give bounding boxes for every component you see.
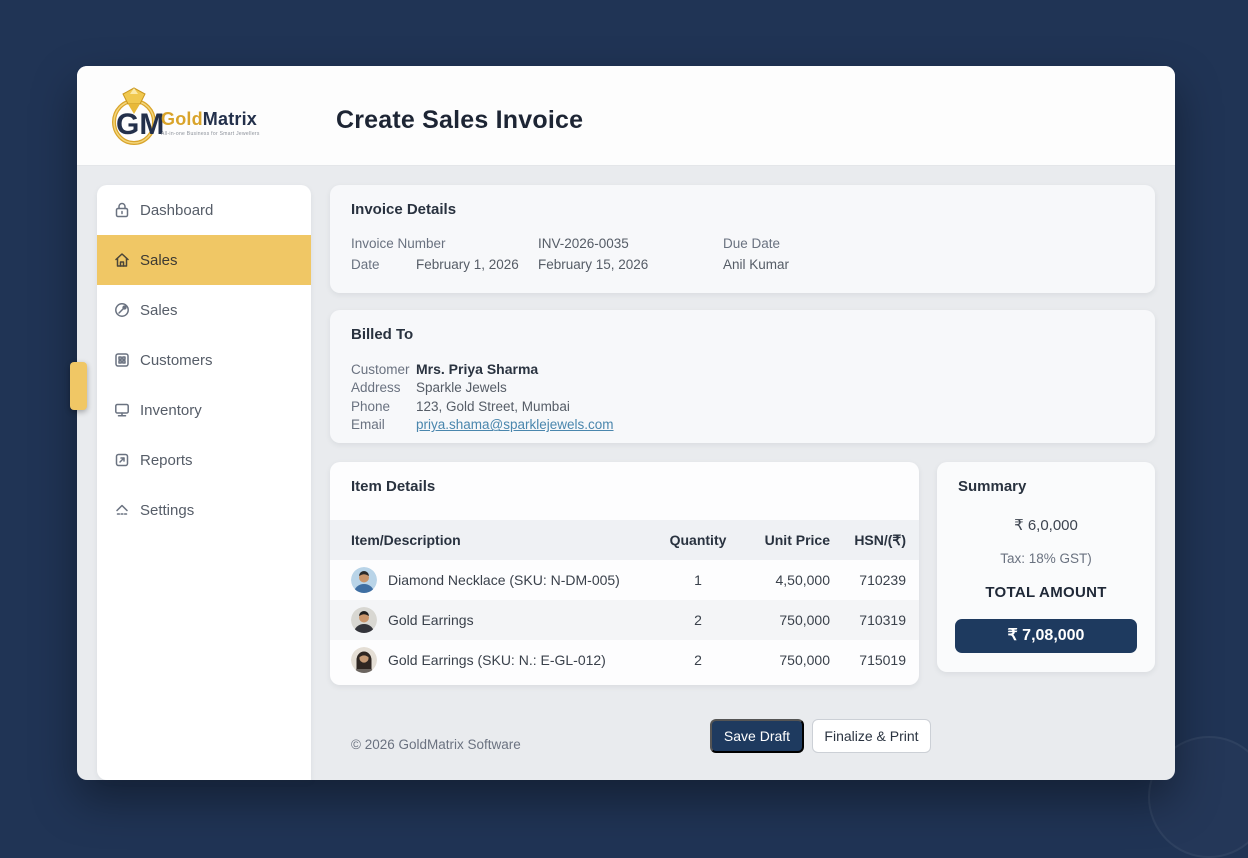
customer-label: Customer <box>351 361 410 377</box>
brand-logo: GM GoldMatrix All-in-one Business for Sm… <box>107 84 260 148</box>
sidebar-item-sales[interactable]: Sales <box>97 285 311 335</box>
phone-label: Phone <box>351 398 391 414</box>
item-description: Diamond Necklace (SKU: N-DM-005) <box>388 572 620 588</box>
grid-icon <box>115 353 129 367</box>
invoice-details-panel: Invoice Details Invoice Number INV-2026-… <box>330 185 1155 293</box>
layers-icon <box>116 504 128 515</box>
svg-text:GM: GM <box>116 108 164 141</box>
sidebar-item-label: Sales <box>140 251 178 269</box>
address-label: Address <box>351 380 401 396</box>
avatar <box>351 607 377 633</box>
item-cell: Diamond Necklace (SKU: N-DM-005) <box>351 567 658 593</box>
summary-tax: Tax: 18% GST) <box>1000 551 1092 566</box>
item-description: Gold Earrings (SKU: N.: E-GL-012) <box>388 652 606 668</box>
billed-to-title: Billed To <box>351 326 414 343</box>
table-header-row: Item/Description Quantity Unit Price HSN… <box>330 520 919 560</box>
date-label: Date <box>351 257 380 272</box>
due-date-value: February 15, 2026 <box>538 257 649 272</box>
sidebar-item-customers[interactable]: Customers <box>97 335 311 385</box>
brand-name-matrix: Matrix <box>202 109 258 129</box>
edge-drawer-handle[interactable] <box>70 362 87 410</box>
sidebar-item-label: Settings <box>140 501 195 519</box>
page-background: { "colors": { "background_navy": "#20345… <box>70 66 1248 858</box>
quantity-cell: 2 <box>694 612 702 628</box>
due-date-label: Due Date <box>723 236 781 251</box>
invoice-details-title: Invoice Details <box>351 201 457 218</box>
hsn-cell: 710319 <box>859 612 906 628</box>
avatar <box>351 647 377 673</box>
table-row: Gold Earrings (SKU: N.: E-GL-012) 2 750,… <box>330 640 919 680</box>
address-value: Sparkle Jewels <box>416 380 507 396</box>
sidebar: Dashboard Sales Sales Customers Inventor… <box>97 185 311 780</box>
app-window: GM GoldMatrix All-in-one Business for Sm… <box>77 66 1175 780</box>
summary-panel: Summary ₹ 6,0,000 Tax: 18% GST) TOTAL AM… <box>937 462 1155 672</box>
column-item-description: Item/Description <box>351 532 461 548</box>
invoice-number-label: Invoice Number <box>351 236 446 251</box>
unit-price-cell: 750,000 <box>779 612 830 628</box>
sidebar-item-label: Sales <box>140 301 178 319</box>
invoice-details-grid: Invoice Number INV-2026-0035 Due Date Da… <box>351 236 1134 278</box>
phone-row: Phone 123, Gold Street, Mumbai <box>351 397 1134 416</box>
billed-to-panel: Billed To Customer Mrs. Priya Sharma Add… <box>330 310 1155 443</box>
brand-text: GoldMatrix All-in-one Business for Smart… <box>161 109 260 137</box>
table-row: Gold Earrings 2 750,000 710319 <box>330 600 919 640</box>
invoice-number-value: INV-2026-0035 <box>538 236 629 251</box>
copyright-text: © 2026 GoldMatrix Software <box>351 737 521 752</box>
summary-title: Summary <box>958 478 1027 495</box>
monitor-icon <box>115 403 129 417</box>
sidebar-item-inventory[interactable]: Inventory <box>97 385 311 435</box>
address-row: Address Sparkle Jewels <box>351 379 1134 398</box>
table-body: Diamond Necklace (SKU: N-DM-005) 1 4,50,… <box>330 560 919 680</box>
sidebar-item-reports[interactable]: Reports <box>97 435 311 485</box>
item-details-panel: Item Details Item/Description Quantity U… <box>330 462 919 685</box>
sidebar-item-label: Reports <box>140 451 193 469</box>
item-description: Gold Earrings <box>388 612 474 628</box>
gold-ring-diamond-icon: GM <box>112 87 164 145</box>
sidebar-item-dashboard[interactable]: Dashboard <box>97 185 311 235</box>
page-title: Create Sales Invoice <box>336 106 584 134</box>
save-draft-button[interactable]: Save Draft <box>710 719 804 753</box>
sidebar-item-label: Dashboard <box>140 201 214 219</box>
summary-subtotal: ₹ 6,0,000 <box>1014 517 1078 534</box>
email-link[interactable]: priya.shama@sparklejewels.com <box>416 417 614 433</box>
column-quantity: Quantity <box>669 532 727 548</box>
table-row: Diamond Necklace (SKU: N-DM-005) 1 4,50,… <box>330 560 919 600</box>
item-cell: Gold Earrings <box>351 607 658 633</box>
total-amount-value: ₹ 7,08,000 <box>955 619 1137 653</box>
customer-row: Customer Mrs. Priya Sharma <box>351 360 1134 379</box>
sidebar-item-label: Inventory <box>140 401 202 419</box>
contact-value: Anil Kumar <box>723 257 790 272</box>
quantity-cell: 1 <box>694 572 702 588</box>
app-header: GM GoldMatrix All-in-one Business for Sm… <box>77 66 1175 166</box>
brand-name: GoldMatrix <box>161 109 260 130</box>
item-details-title: Item Details <box>351 478 436 495</box>
item-cell: Gold Earrings (SKU: N.: E-GL-012) <box>351 647 658 673</box>
quantity-cell: 2 <box>694 652 702 668</box>
brand-name-gold: Gold <box>161 109 203 129</box>
export-icon <box>115 453 129 467</box>
customer-name: Mrs. Priya Sharma <box>416 361 539 378</box>
brand-tagline: All-in-one Business for Smart Jewellers <box>161 131 260 137</box>
column-hsn: HSN/(₹) <box>854 531 906 548</box>
email-label: Email <box>351 417 385 433</box>
date-value: February 1, 2026 <box>416 257 519 272</box>
sidebar-item-label: Customers <box>140 351 213 369</box>
lock-icon <box>115 202 129 218</box>
sidebar-item-sales-active[interactable]: Sales <box>97 235 311 285</box>
total-amount-label: TOTAL AMOUNT <box>985 584 1107 601</box>
billed-to-rows: Customer Mrs. Priya Sharma Address Spark… <box>351 360 1134 434</box>
phone-value: 123, Gold Street, Mumbai <box>416 398 570 414</box>
link-icon <box>115 303 129 317</box>
unit-price-cell: 750,000 <box>779 652 830 668</box>
column-unit-price: Unit Price <box>764 532 830 548</box>
avatar <box>351 567 377 593</box>
sidebar-item-settings[interactable]: Settings <box>97 485 311 535</box>
finalize-print-button[interactable]: Finalize & Print <box>812 719 931 753</box>
invoice-date-pair: Date February 1, 2026 <box>351 257 538 278</box>
unit-price-cell: 4,50,000 <box>775 572 831 588</box>
home-icon <box>115 253 129 267</box>
email-row: Email priya.shama@sparklejewels.com <box>351 416 1134 435</box>
hsn-cell: 710239 <box>859 572 906 588</box>
hsn-cell: 715019 <box>859 652 906 668</box>
